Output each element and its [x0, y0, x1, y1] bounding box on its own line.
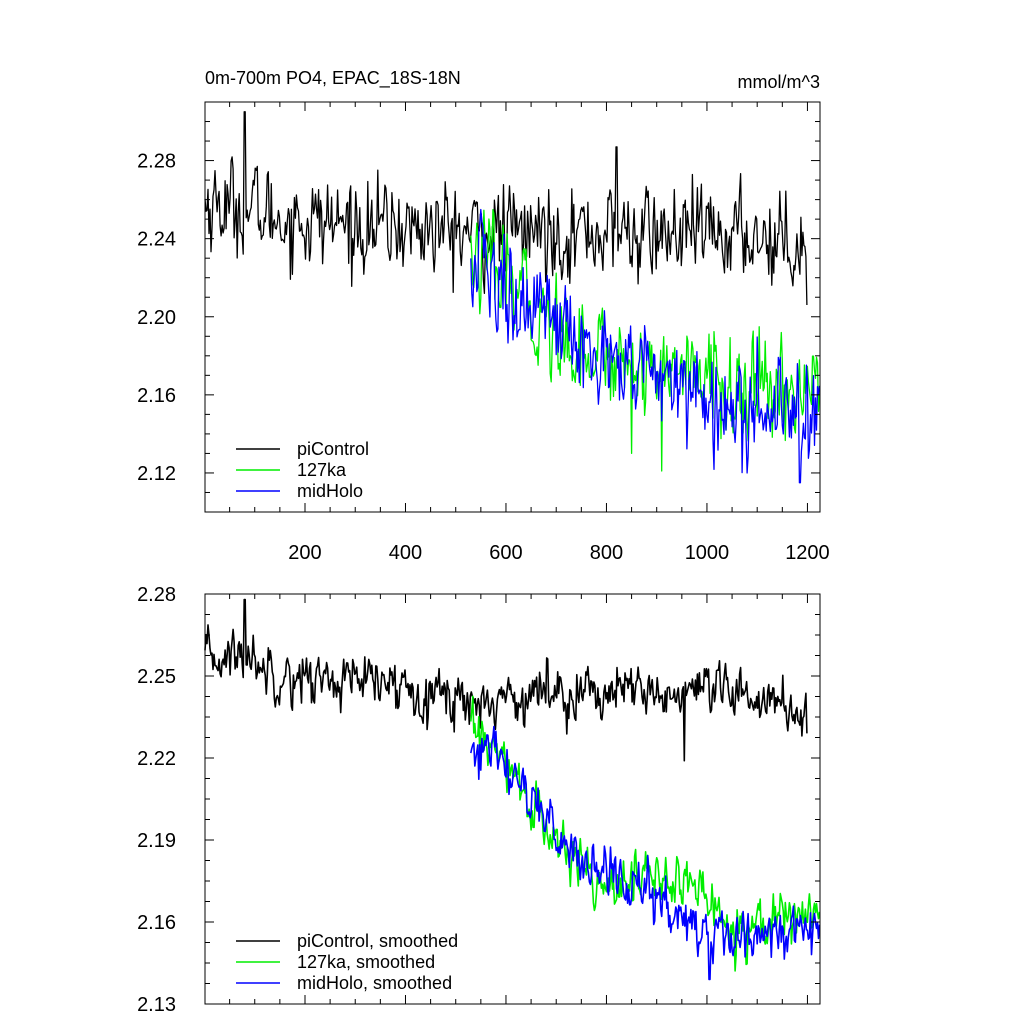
top-legend-label-127ka: 127ka [297, 460, 347, 480]
bottom-y-tick-label: 2.22 [137, 748, 176, 770]
bottom-legend-label-picontrol-smoothed: piControl, smoothed [297, 931, 458, 951]
bottom-panel: 2.13 2.16 2.19 2.22 2.25 2.28 piControl, smoo… [137, 584, 821, 1016]
top-y-tick-label: 2.24 [137, 229, 176, 251]
bottom-y-tick-label: 2.16 [137, 912, 176, 934]
top-panel-series [204, 111, 821, 484]
top-panel: 0m-700m PO4, EPAC_18S-18N mmol/m^3 200 40… [137, 68, 830, 564]
top-panel-frame [204, 101, 821, 513]
top-series-127ka [470, 208, 821, 472]
top-legend-label-picontrol: piControl [297, 439, 369, 459]
top-x-tick-label: 600 [489, 542, 522, 564]
bottom-y-tick-label: 2.19 [137, 830, 176, 852]
top-panel-ticks: 200 400 600 800 1000 1200 2.12 2.16 2.20 2.24 2.28 [137, 101, 830, 564]
top-panel-units: mmol/m^3 [738, 72, 820, 92]
bottom-y-tick-label: 2.13 [137, 994, 176, 1016]
bottom-legend-label-midholo-smoothed: midHolo, smoothed [297, 973, 452, 993]
bottom-panel-ticks: 2.13 2.16 2.19 2.22 2.25 2.28 [137, 584, 820, 1016]
bottom-series-midholo-smoothed [470, 725, 821, 981]
top-x-tick-label: 400 [389, 542, 422, 564]
top-x-tick-label: 200 [288, 542, 321, 564]
top-y-tick-label: 2.12 [137, 463, 176, 485]
bottom-panel-series [204, 598, 821, 981]
top-y-tick-label: 2.16 [137, 385, 176, 407]
top-legend-label-midholo: midHolo [297, 481, 363, 501]
bottom-legend-label-127ka-smoothed: 127ka, smoothed [297, 952, 435, 972]
top-x-tick-label: 800 [590, 542, 623, 564]
top-series-midholo [470, 208, 821, 484]
bottom-series-picontrol-smoothed [204, 598, 808, 762]
bottom-y-tick-label: 2.25 [137, 666, 176, 688]
top-panel-title: 0m-700m PO4, EPAC_18S-18N [205, 68, 461, 89]
top-x-tick-label: 1000 [685, 542, 730, 564]
top-y-tick-label: 2.28 [137, 151, 176, 173]
top-x-tick-label: 1200 [785, 542, 830, 564]
bottom-y-tick-label: 2.28 [137, 584, 176, 606]
top-y-tick-label: 2.20 [137, 307, 176, 329]
